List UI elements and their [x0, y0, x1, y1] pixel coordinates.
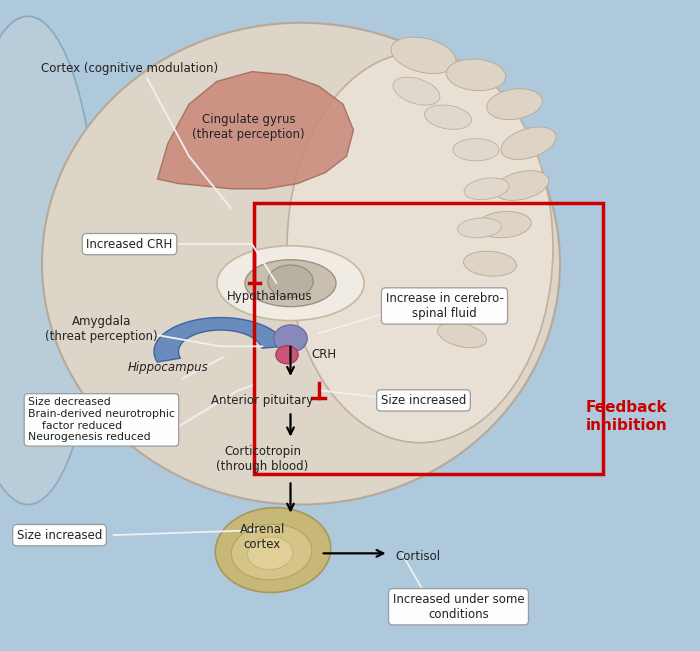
Ellipse shape — [0, 16, 98, 505]
Text: Amygdala
(threat perception): Amygdala (threat perception) — [46, 314, 158, 343]
Text: Increased CRH: Increased CRH — [86, 238, 173, 251]
Ellipse shape — [458, 218, 501, 238]
Ellipse shape — [450, 288, 502, 313]
Ellipse shape — [453, 139, 499, 161]
Ellipse shape — [216, 508, 330, 592]
Ellipse shape — [447, 59, 505, 90]
Text: Size increased: Size increased — [17, 529, 102, 542]
Text: CRH: CRH — [312, 348, 337, 361]
Ellipse shape — [217, 246, 364, 321]
Polygon shape — [158, 72, 354, 189]
Ellipse shape — [248, 537, 293, 570]
Ellipse shape — [494, 171, 549, 201]
Text: Cortex (cognitive modulation): Cortex (cognitive modulation) — [41, 62, 218, 75]
Text: Cortisol: Cortisol — [395, 550, 440, 563]
Ellipse shape — [274, 325, 307, 352]
Text: Hypothalamus: Hypothalamus — [227, 290, 312, 303]
Ellipse shape — [464, 178, 509, 200]
Text: Anterior pituitary: Anterior pituitary — [211, 394, 314, 407]
Ellipse shape — [463, 251, 517, 276]
Text: Cingulate gyrus
(threat perception): Cingulate gyrus (threat perception) — [193, 113, 304, 141]
Ellipse shape — [276, 346, 298, 364]
Text: Feedback
inhibition: Feedback inhibition — [586, 400, 667, 433]
Ellipse shape — [438, 323, 486, 348]
Ellipse shape — [42, 23, 560, 505]
Ellipse shape — [267, 265, 314, 298]
Text: Increase in cerebro-
spinal fluid: Increase in cerebro- spinal fluid — [386, 292, 503, 320]
Text: Hippocampus: Hippocampus — [127, 361, 209, 374]
Text: Increased under some
conditions: Increased under some conditions — [393, 592, 524, 621]
Text: Size decreased
Brain-derived neurotrophic
    factor reduced
Neurogenesis reduce: Size decreased Brain-derived neurotrophi… — [28, 398, 175, 442]
Text: Adrenal
cortex: Adrenal cortex — [240, 523, 285, 551]
Ellipse shape — [424, 105, 472, 130]
Ellipse shape — [501, 127, 556, 159]
Ellipse shape — [245, 260, 336, 307]
Ellipse shape — [477, 212, 531, 238]
Ellipse shape — [287, 52, 553, 443]
Ellipse shape — [391, 37, 456, 74]
Text: Corticotropin
(through blood): Corticotropin (through blood) — [216, 445, 309, 473]
Ellipse shape — [232, 524, 312, 580]
Text: Size increased: Size increased — [381, 394, 466, 407]
Polygon shape — [154, 318, 286, 362]
Ellipse shape — [486, 89, 542, 120]
Ellipse shape — [393, 77, 440, 105]
